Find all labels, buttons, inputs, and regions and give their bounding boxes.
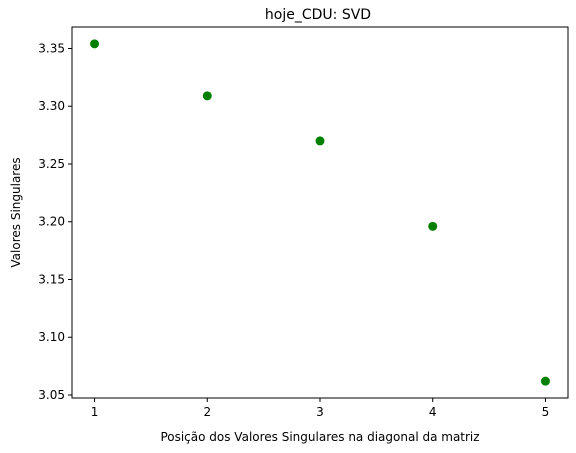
data-point [202,91,212,101]
x-tick-label: 4 [429,405,437,419]
axes-frame [71,26,569,399]
y-tick-label: 3.30 [38,99,65,113]
x-tick-label: 1 [91,405,99,419]
data-point [90,39,100,49]
y-tick-label: 3.20 [38,215,65,229]
data-point [428,221,438,231]
x-axis: 1 2 3 4 5 [91,398,550,419]
y-axis-label: Valores Singulares [9,157,23,267]
y-tick-label: 3.10 [38,330,65,344]
y-axis: 3.05 3.10 3.15 3.20 3.25 3.30 3.35 [38,41,72,402]
y-tick-label: 3.35 [38,41,65,55]
chart-title: hoje_CDU: SVD [265,7,371,23]
x-axis-label: Posição dos Valores Singulares na diagon… [160,430,479,444]
x-tick-label: 3 [316,405,324,419]
data-point [540,376,550,386]
data-point [315,136,325,146]
y-tick-label: 3.05 [38,388,65,402]
x-tick-label: 5 [542,405,550,419]
plot-area [90,39,550,386]
y-tick-label: 3.15 [38,272,65,286]
y-tick-label: 3.25 [38,157,65,171]
x-tick-label: 2 [203,405,211,419]
